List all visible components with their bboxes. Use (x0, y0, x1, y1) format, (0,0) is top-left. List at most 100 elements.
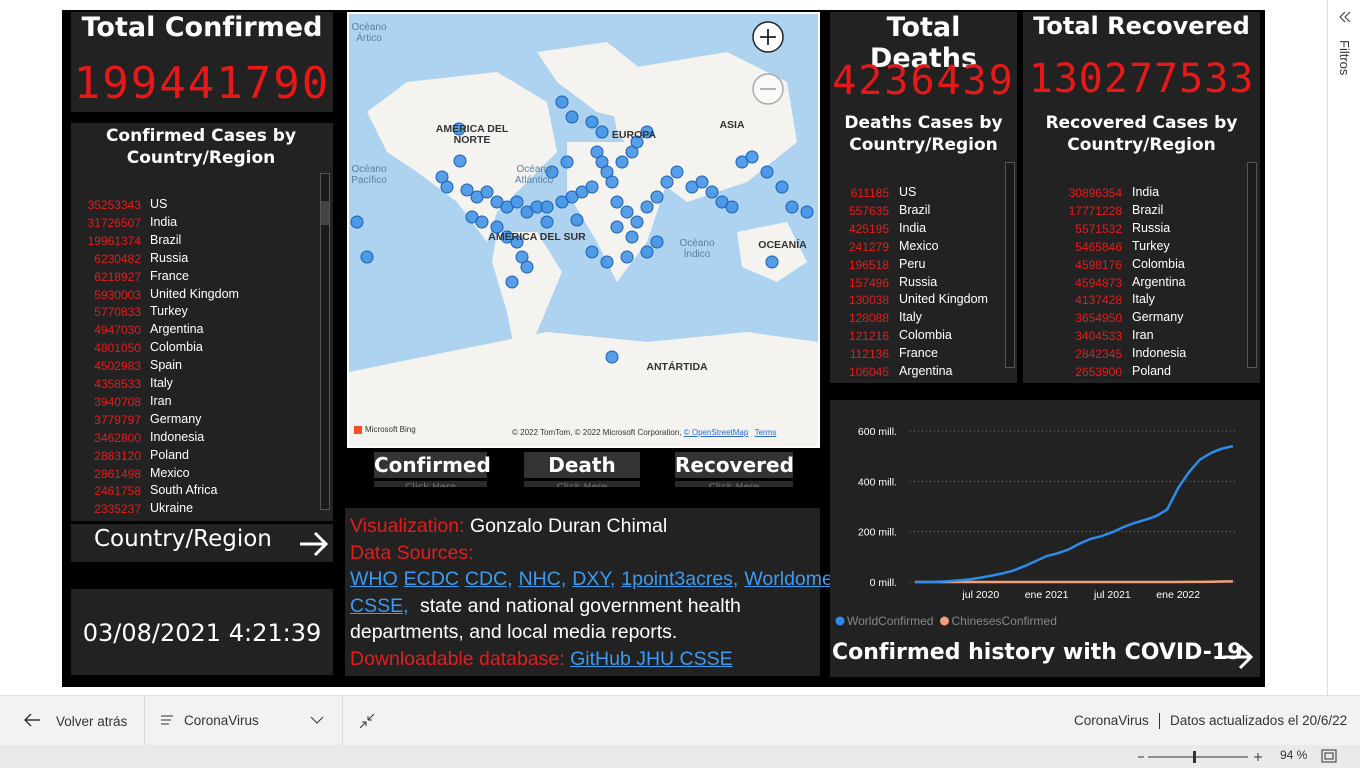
row-value: 5465846 (1075, 239, 1122, 254)
scroll-thumb[interactable] (321, 201, 329, 225)
info-label: Downloadable database: (350, 647, 565, 670)
map-marker[interactable] (453, 154, 467, 168)
row-value: 5930003 (94, 287, 141, 302)
map-marker[interactable] (670, 165, 684, 179)
map-marker[interactable] (785, 200, 799, 214)
source-link[interactable]: 1point3acres, (621, 568, 739, 590)
map-marker[interactable] (605, 175, 619, 189)
filters-label[interactable]: Filtros (1337, 40, 1352, 76)
map-marker[interactable] (695, 175, 709, 189)
download-link[interactable]: GitHub JHU CSSE (570, 647, 733, 670)
map-label: ANTÁRTIDA (646, 361, 708, 373)
map-marker[interactable] (565, 110, 579, 124)
map-marker[interactable] (555, 95, 569, 109)
map-marker[interactable] (540, 215, 554, 229)
scrollbar[interactable] (320, 173, 330, 510)
source-link[interactable]: ECDC (403, 568, 459, 590)
row-name: Turkey (1132, 238, 1170, 253)
scrollbar[interactable] (1005, 162, 1015, 368)
measure-button[interactable]: Confirmed (374, 452, 491, 478)
source-link[interactable]: NHC, (518, 568, 567, 590)
back-button[interactable]: Volver atrás (56, 714, 128, 729)
map-marker[interactable] (585, 245, 599, 259)
map-marker[interactable] (650, 235, 664, 249)
scrollbar[interactable] (1247, 162, 1257, 368)
source-link[interactable]: CDC, (464, 568, 513, 590)
map-marker[interactable] (625, 230, 639, 244)
row-name: Germany (1132, 310, 1184, 325)
map[interactable]: Océano Ártico AMÉRICA DEL NORTE EUROPA ASIA… (347, 12, 820, 448)
map-marker[interactable] (585, 180, 599, 194)
map-marker[interactable] (570, 213, 584, 227)
map-marker[interactable] (440, 180, 454, 194)
map-marker[interactable] (475, 215, 489, 229)
map-marker[interactable] (490, 220, 504, 234)
row-value: 2653900 (1075, 365, 1122, 379)
line-series (915, 580, 1234, 584)
map-marker[interactable] (650, 190, 664, 204)
map-marker[interactable] (510, 235, 524, 249)
map-marker[interactable] (630, 135, 644, 149)
map-marker[interactable] (660, 175, 674, 189)
map-marker[interactable] (595, 125, 609, 139)
zoom-slider[interactable] (1136, 749, 1266, 765)
map-brand: Microsoft Bing (365, 425, 416, 434)
country-button[interactable]: Country/Region (71, 524, 333, 562)
map-marker[interactable] (640, 200, 654, 214)
map-marker[interactable] (725, 200, 739, 214)
map-marker[interactable] (610, 220, 624, 234)
map-marker[interactable] (605, 350, 619, 364)
map-marker[interactable] (560, 155, 574, 169)
map-marker[interactable] (610, 195, 624, 209)
info-label: Data Sources: (350, 541, 474, 564)
map-marker[interactable] (615, 155, 629, 169)
map-marker[interactable] (630, 215, 644, 229)
map-marker[interactable] (600, 255, 614, 269)
back-icon[interactable] (22, 712, 42, 728)
page-select[interactable]: CoronaVirus (184, 713, 259, 728)
map-marker[interactable] (350, 215, 364, 229)
map-marker[interactable] (640, 245, 654, 259)
map-marker[interactable] (620, 205, 634, 219)
map-marker[interactable] (800, 205, 814, 219)
chart-card: 0 mill. 200 mill. 400 mill. 600 mill. jul 20… (830, 400, 1260, 677)
fit-page-icon[interactable] (1321, 749, 1337, 763)
map-marker[interactable] (705, 185, 719, 199)
map-marker[interactable] (510, 195, 524, 209)
button-hint[interactable]: Click Here (374, 481, 487, 487)
map-marker[interactable] (640, 125, 654, 139)
measure-button[interactable]: Recovered (675, 452, 794, 478)
map-marker[interactable] (505, 275, 519, 289)
filters-label-box: Filtros (1334, 40, 1354, 120)
button-hint[interactable]: Click Here (524, 481, 640, 487)
map-label: Océano Índico (679, 238, 715, 260)
map-marker[interactable] (775, 180, 789, 194)
map-marker[interactable] (452, 122, 466, 136)
fit-icon[interactable] (358, 712, 376, 730)
map-marker[interactable] (540, 200, 554, 214)
chevron-icon[interactable] (310, 715, 324, 725)
filter-pane[interactable]: Filtros (1327, 0, 1360, 695)
map-label: OCEANÍA (758, 239, 807, 251)
map-marker[interactable] (480, 185, 494, 199)
map-marker[interactable] (620, 250, 634, 264)
osm-link[interactable]: © OpenStreetMap (683, 428, 749, 437)
row-value: 6230482 (94, 251, 141, 266)
map-marker[interactable] (460, 183, 474, 197)
source-link[interactable]: WHO (350, 568, 398, 590)
source-link[interactable]: DXY, (572, 568, 616, 590)
map-marker[interactable] (360, 250, 374, 264)
map-marker[interactable] (545, 165, 559, 179)
separator (144, 696, 145, 746)
map-marker[interactable] (760, 165, 774, 179)
button-hint[interactable]: Click Here (675, 481, 793, 487)
terms-link[interactable]: Terms (754, 428, 777, 437)
collapse-icon[interactable] (1338, 10, 1352, 24)
map-marker[interactable] (585, 115, 599, 129)
map-marker[interactable] (765, 255, 779, 269)
arrow-icon[interactable] (1220, 640, 1256, 674)
row-name: Brazil (899, 202, 931, 217)
map-marker[interactable] (520, 260, 534, 274)
map-marker[interactable] (745, 150, 759, 164)
measure-button[interactable]: Death (524, 452, 640, 478)
